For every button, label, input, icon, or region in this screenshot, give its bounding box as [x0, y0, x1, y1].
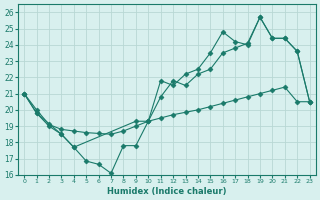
- X-axis label: Humidex (Indice chaleur): Humidex (Indice chaleur): [107, 187, 227, 196]
